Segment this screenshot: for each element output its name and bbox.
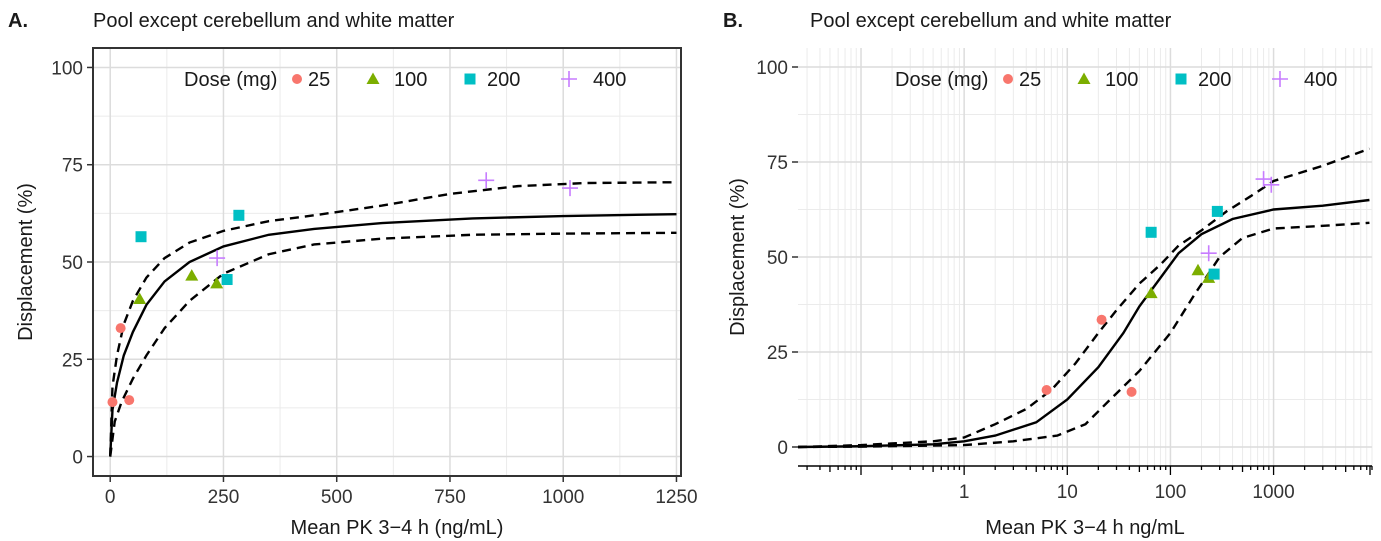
- panel-letter: A.: [8, 10, 28, 32]
- y-tick-label: 25: [767, 343, 788, 364]
- data-point-dose-100: [133, 292, 147, 304]
- panel-letter: B.: [723, 10, 743, 32]
- chart-panel-b: 0 25 50 75 100 1 10 100 1000 B. Pool except cerebe…: [723, 10, 1373, 539]
- x-axis-title: Mean PK 3−4 h (ng/mL): [291, 517, 504, 539]
- legend: Dose (mg) 25 100 200 400: [895, 69, 1337, 91]
- x-tick-label: 500: [321, 487, 353, 508]
- data-point-dose-200: [1211, 205, 1223, 217]
- x-tick-label: 100: [1155, 482, 1187, 503]
- data-point-dose-400: [1200, 245, 1217, 262]
- data-point-dose-200: [135, 231, 147, 243]
- fit-line: [797, 198, 1370, 449]
- data-point-dose-100: [1191, 263, 1205, 276]
- ci-line-1: [797, 147, 1370, 449]
- legend-key-100: [1077, 72, 1091, 84]
- data-point-dose-25: [124, 395, 135, 406]
- legend-label-25: 25: [308, 69, 330, 91]
- x-tick-label: 1000: [1252, 482, 1294, 503]
- legend-label-400: 400: [1304, 69, 1337, 91]
- y-axis-title: Displacement (%): [15, 183, 37, 341]
- ci-line-1: [109, 181, 677, 457]
- legend-key-400: [1272, 71, 1288, 87]
- y-tick-label: 0: [777, 438, 788, 459]
- data-point-dose-200: [1145, 226, 1157, 238]
- data-point-dose-400: [478, 172, 495, 189]
- legend-label-400: 400: [593, 69, 626, 91]
- data-point-dose-25: [1126, 386, 1137, 397]
- legend: Dose (mg) 25 100 200 400: [184, 69, 626, 91]
- x-tick-label: 10: [1057, 482, 1078, 503]
- fit-line: [109, 212, 677, 457]
- data-point-dose-25: [1096, 314, 1107, 325]
- x-tick-label: 1250: [655, 487, 697, 508]
- legend-key-400: [561, 71, 577, 87]
- legend-label-100: 100: [394, 69, 427, 91]
- legend-label-200: 200: [1198, 69, 1231, 91]
- data-point-dose-400: [1263, 176, 1280, 193]
- data-point-dose-200: [221, 274, 233, 286]
- tick-marks: [792, 66, 798, 448]
- y-tick-label: 50: [62, 253, 83, 274]
- data-point-dose-100: [1144, 286, 1158, 299]
- y-tick-label: 75: [767, 153, 788, 174]
- legend-key-200: [464, 73, 476, 85]
- legend-title: Dose (mg): [895, 69, 988, 91]
- ci-line-2: [109, 231, 677, 457]
- y-tick-label: 75: [62, 156, 83, 177]
- data-point-dose-100: [185, 269, 199, 281]
- legend-key-25: [292, 74, 302, 84]
- chart-title: Pool except cerebellum and white matter: [93, 10, 455, 32]
- y-tick-label: 25: [62, 350, 83, 371]
- ci-line-2: [797, 221, 1370, 449]
- data-point-dose-25: [115, 323, 126, 334]
- legend-title: Dose (mg): [184, 69, 277, 91]
- y-axis-title: Displacement (%): [727, 178, 749, 336]
- y-tick-label: 50: [767, 248, 788, 269]
- log-rug-ticks: [806, 466, 1373, 475]
- y-tick-label: 100: [51, 58, 83, 79]
- x-axis-title: Mean PK 3−4 h ng/mL: [985, 517, 1185, 539]
- data-point-dose-400: [209, 250, 226, 267]
- x-tick-label: 750: [434, 487, 466, 508]
- legend-label-100: 100: [1105, 69, 1138, 91]
- chart-title: Pool except cerebellum and white matter: [810, 10, 1172, 32]
- legend-label-25: 25: [1019, 69, 1041, 91]
- data-point-dose-200: [233, 209, 245, 221]
- legend-key-100: [366, 72, 380, 84]
- data-point-dose-25: [107, 397, 118, 408]
- tick-marks: [87, 66, 678, 482]
- x-tick-label: 1: [959, 482, 970, 503]
- data-point-dose-200: [1208, 268, 1220, 280]
- data-point-dose-25: [1041, 385, 1052, 395]
- x-tick-label: 0: [105, 487, 116, 508]
- legend-key-25: [1003, 74, 1013, 84]
- data-point-dose-400: [562, 180, 579, 197]
- legend-label-200: 200: [487, 69, 520, 91]
- y-tick-label: 100: [756, 58, 788, 79]
- x-tick-label: 250: [208, 487, 240, 508]
- legend-key-200: [1175, 73, 1187, 85]
- y-tick-label: 0: [72, 448, 83, 469]
- data-point-dose-100: [210, 276, 224, 289]
- x-tick-label: 1000: [542, 487, 584, 508]
